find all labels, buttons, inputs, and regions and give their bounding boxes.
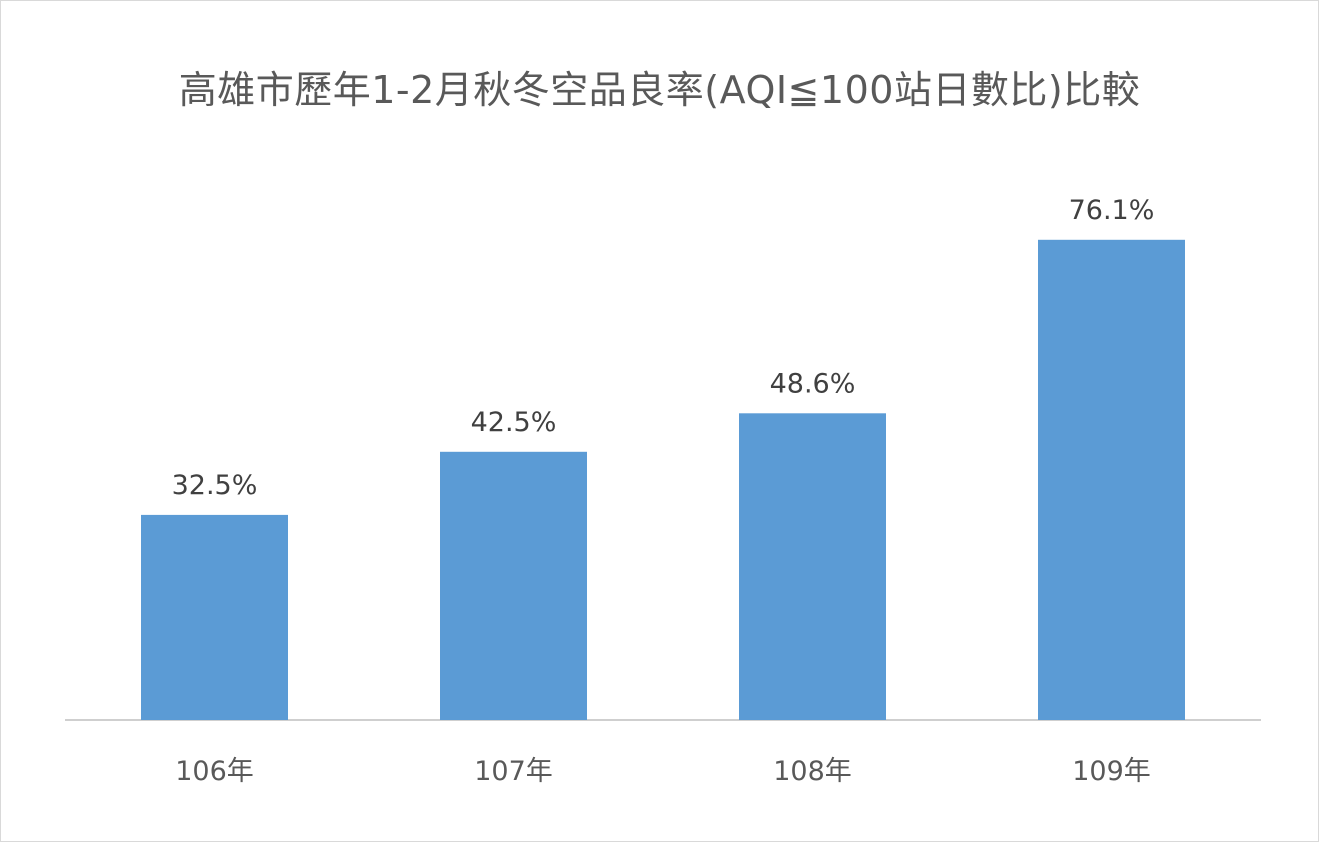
x-tick-label-108年: 108年	[773, 756, 852, 787]
data-label-107年: 42.5%	[471, 407, 557, 438]
x-tick-label-106年: 106年	[175, 756, 254, 787]
bar-108年	[739, 413, 886, 720]
bar-107年	[440, 451, 587, 720]
data-label-109年: 76.1%	[1069, 195, 1155, 226]
bar-109年	[1038, 239, 1185, 721]
chart-title: 高雄市歷年1-2月秋冬空品良率(AQI≦100站日數比)比較	[178, 68, 1141, 112]
data-label-106年: 32.5%	[172, 470, 258, 501]
x-tick-label-109年: 109年	[1072, 756, 1151, 787]
bar-106年	[141, 514, 288, 720]
x-tick-label-107年: 107年	[474, 756, 553, 787]
data-label-108年: 48.6%	[770, 368, 856, 399]
